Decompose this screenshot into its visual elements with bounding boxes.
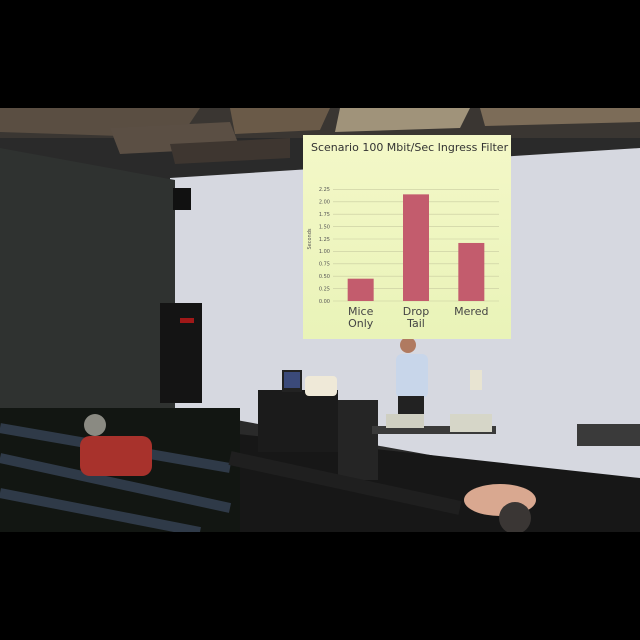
y-tick-label: 0.25 (319, 286, 330, 292)
audience-seating (0, 408, 462, 532)
y-tick-label: 1.75 (319, 212, 330, 218)
bar-chart: 0.00 0.25 0.50 0.75 1.00 1.25 1.50 1.75 2.00 2.25… (307, 187, 499, 330)
side-table (577, 424, 640, 446)
y-tick-label: 1.50 (319, 224, 330, 230)
x-tick-label: Tail (406, 317, 425, 330)
y-tick-label: 2.00 (319, 200, 330, 206)
audience-member (464, 484, 536, 532)
bar (458, 242, 485, 301)
speaker-box (173, 188, 191, 210)
lectern (258, 390, 338, 452)
y-tick-label: 2.25 (319, 187, 330, 193)
projector-table (372, 426, 496, 434)
x-tick-label: Only (348, 317, 374, 330)
y-tick-label: 0.50 (319, 274, 330, 280)
y-axis-label: Seconds (307, 228, 313, 249)
y-tick-label: 0.75 (319, 262, 330, 268)
bar (403, 194, 429, 301)
slide-title: Scenario 100 Mbit/Sec Ingress Filter (311, 141, 509, 154)
y-tick-label: 1.25 (319, 237, 330, 243)
presenter (396, 337, 428, 416)
projected-slide: Scenario 100 Mbit/Sec Ingress Filter 0.0… (303, 135, 511, 339)
x-tick-label: Mered (454, 305, 488, 318)
x-tick-label: Drop (403, 305, 429, 318)
x-tick-label: Mice (348, 305, 374, 318)
y-tick-label: 0.00 (319, 299, 330, 305)
audience-member (80, 414, 152, 476)
bar (347, 278, 374, 301)
y-tick-label: 1.00 (319, 249, 330, 255)
side-wall (0, 148, 175, 413)
